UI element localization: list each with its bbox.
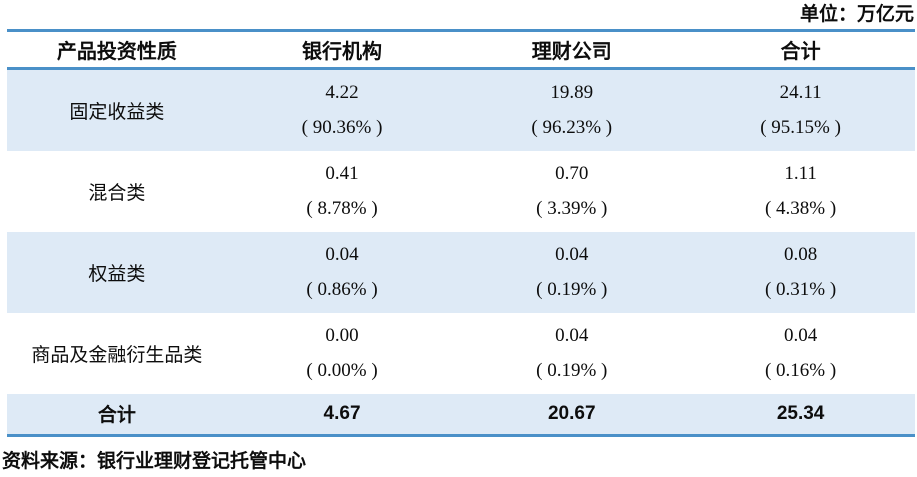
cell-percent: ( 0.16% ) [764, 360, 837, 381]
cell-percent: ( 4.38% ) [764, 198, 837, 219]
cell-percent: ( 0.00% ) [306, 360, 378, 381]
value-cell: 0.00 ( 0.00% ) [227, 313, 458, 394]
cell-value: 0.04 [783, 325, 818, 346]
value-cell: 0.04 ( 0.16% ) [686, 313, 915, 394]
cell-value: 0.04 [325, 244, 359, 265]
value-cell: 0.41 ( 8.78% ) [227, 151, 458, 232]
cell-value: 4.22 [325, 82, 359, 103]
col-header-bank-institution: 银行机构 [302, 41, 383, 63]
value-cell: 0.04 ( 0.19% ) [457, 232, 686, 313]
cell-percent: ( 0.86% ) [306, 279, 378, 300]
cell-percent: ( 96.23% ) [531, 117, 613, 138]
value-cell: 0.04 ( 0.86% ) [227, 232, 458, 313]
row-label: 混合类 [88, 183, 146, 204]
table-row-total: 合计 4.67 20.67 25.34 [7, 394, 915, 435]
cell-percent: ( 95.15% ) [760, 117, 841, 138]
value-cell: 0.08 ( 0.31% ) [686, 232, 915, 313]
table-row-fixed-income: 固定收益类 4.22 ( 90.36% ) 19.89 ( 96.23% ) 2 [7, 68, 915, 152]
col-header-total: 合计 [780, 41, 821, 63]
row-label: 权益类 [88, 264, 146, 285]
cell-value: 0.41 [325, 163, 359, 184]
cell-value: 0.70 [555, 163, 589, 184]
cell-percent: ( 0.31% ) [764, 279, 837, 300]
col-header-wealth-company: 理财公司 [531, 41, 612, 63]
cell-value: 1.11 [784, 163, 817, 184]
source-note: 资料来源：银行业理财登记托管中心 [2, 450, 307, 472]
cell-value: 24.11 [779, 82, 822, 103]
table-row-commodity-derivatives: 商品及金融衍生品类 0.00 ( 0.00% ) 0.04 ( 0.19% ) [7, 313, 915, 394]
cell-percent: ( 0.19% ) [536, 279, 608, 300]
cell-percent: ( 8.78% ) [306, 198, 378, 219]
col-header-product-nature: 产品投资性质 [56, 41, 177, 63]
cell-value: 0.04 [555, 244, 589, 265]
table-row-mixed: 混合类 0.41 ( 8.78% ) 0.70 ( 3.39% ) 1.11 [7, 151, 915, 232]
cell-value: 0.04 [555, 325, 589, 346]
value-cell: 24.11 ( 95.15% ) [686, 69, 915, 152]
cell-percent: ( 3.39% ) [536, 198, 608, 219]
row-label: 固定收益类 [69, 102, 165, 123]
cell-percent: ( 0.19% ) [536, 360, 608, 381]
value-cell: 4.22 ( 90.36% ) [227, 69, 458, 152]
unit-label: 单位：万亿元 [799, 4, 914, 25]
cell-value: 19.89 [550, 82, 594, 103]
total-value-company: 20.67 [547, 402, 596, 424]
value-cell: 19.89 ( 96.23% ) [457, 69, 686, 152]
value-cell: 0.04 ( 0.19% ) [457, 313, 686, 394]
total-label: 合计 [97, 405, 136, 427]
investment-nature-table: 产品投资性质 银行机构 理财公司 合计 固定收益类 4.22 ( 90.36% … [7, 29, 915, 437]
value-cell: 0.70 ( 3.39% ) [457, 151, 686, 232]
table-header-row: 产品投资性质 银行机构 理财公司 合计 [7, 30, 915, 69]
cell-percent: ( 90.36% ) [301, 117, 383, 138]
total-value-bank: 4.67 [323, 402, 361, 424]
value-cell: 1.11 ( 4.38% ) [686, 151, 915, 232]
table-row-equity: 权益类 0.04 ( 0.86% ) 0.04 ( 0.19% ) 0.08 [7, 232, 915, 313]
total-value-overall: 25.34 [776, 402, 825, 424]
cell-value: 0.08 [783, 244, 818, 265]
cell-value: 0.00 [325, 325, 359, 346]
row-label: 商品及金融衍生品类 [31, 345, 203, 366]
